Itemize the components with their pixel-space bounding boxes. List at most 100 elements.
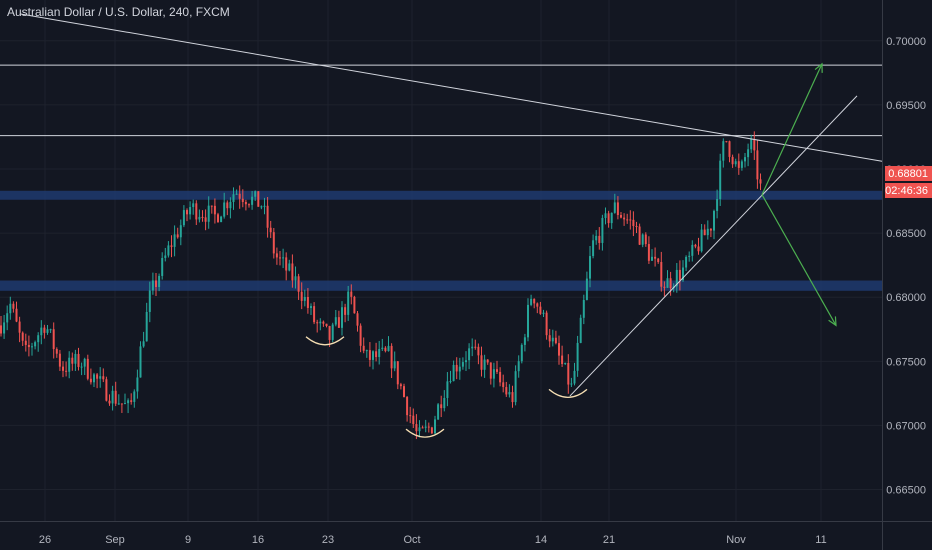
candle-body <box>719 160 722 199</box>
x-tick-label: 16 <box>252 534 264 546</box>
candle-body <box>350 291 353 297</box>
candle-body <box>130 400 133 402</box>
candle-body <box>155 280 157 287</box>
candle-body <box>437 404 440 420</box>
candle-body <box>551 337 554 342</box>
candle-body <box>173 234 176 247</box>
candle-body <box>691 244 694 256</box>
candle-body <box>229 201 232 209</box>
candle-body <box>734 161 737 165</box>
candle-body <box>83 358 86 367</box>
candle-body <box>269 227 272 233</box>
x-tick-label: 11 <box>815 534 826 546</box>
candle-body <box>666 278 669 288</box>
candle-body <box>365 350 368 352</box>
candle-body <box>474 346 477 348</box>
grid <box>0 0 882 521</box>
y-tick-label: 0.68500 <box>886 228 926 240</box>
candle-body <box>747 149 750 158</box>
candle-body <box>523 337 526 345</box>
candle-body <box>306 296 309 308</box>
candle-body <box>502 382 505 388</box>
candle-body <box>195 203 198 220</box>
candle-body <box>77 353 80 367</box>
candle-body <box>111 390 114 404</box>
candle-body <box>353 296 356 314</box>
candle-body <box>347 291 350 315</box>
candle-body <box>685 256 688 268</box>
candle-body <box>99 376 102 379</box>
candle-body <box>344 307 347 315</box>
y-tick-label: 0.70000 <box>886 36 926 48</box>
candle-body <box>477 346 480 356</box>
candle-body <box>220 216 223 223</box>
price-badge-box <box>885 166 932 181</box>
candle-body <box>539 306 542 314</box>
candle-body <box>434 419 436 434</box>
candle-body <box>427 426 430 428</box>
candle-body <box>610 212 613 224</box>
candle-body <box>179 225 182 238</box>
candle-body <box>142 341 145 347</box>
candle-body <box>244 201 247 205</box>
candle-body <box>310 306 312 308</box>
candle-body <box>561 355 564 364</box>
candle-body <box>589 256 591 279</box>
candle-body <box>548 335 551 342</box>
candle-body <box>722 141 725 161</box>
candle-body <box>62 366 64 371</box>
candle-body <box>102 376 105 380</box>
candle-body <box>213 205 216 215</box>
candle-body <box>750 138 753 150</box>
candle-body <box>471 346 474 349</box>
candle-body <box>86 358 89 379</box>
candle-body <box>483 359 486 370</box>
pattern-arc <box>548 388 588 399</box>
candle-body <box>716 198 719 211</box>
candle-body <box>598 235 601 243</box>
y-tick-label: 0.68000 <box>886 292 926 304</box>
candle-body <box>164 255 167 258</box>
y-tick-label: 0.67000 <box>886 420 926 432</box>
candle-body <box>443 397 446 409</box>
candle-body <box>660 262 663 287</box>
candle-body <box>632 219 635 226</box>
candle-body <box>629 219 632 221</box>
candle-body <box>675 269 678 287</box>
candle-body <box>297 276 300 292</box>
candle-body <box>564 362 567 364</box>
candle-body <box>635 225 638 227</box>
candle-body <box>415 424 418 432</box>
candle-body <box>21 332 24 341</box>
candle-body <box>210 205 213 207</box>
candle-body <box>381 347 384 350</box>
candle-body <box>753 138 756 151</box>
candle-body <box>403 386 405 397</box>
candle-body <box>232 194 235 202</box>
candle-body <box>455 364 458 372</box>
candle-body <box>737 161 740 168</box>
candle-body <box>223 202 226 217</box>
candle-body <box>182 210 185 226</box>
x-tick-label: Sep <box>105 534 125 546</box>
support-zone <box>0 190 882 200</box>
candle-body <box>657 258 660 263</box>
candle-body <box>396 361 399 385</box>
candle-body <box>461 362 464 367</box>
candle-body <box>573 370 576 384</box>
candle-body <box>207 205 210 222</box>
candle-body <box>558 343 560 356</box>
candle-body <box>384 347 387 352</box>
candle-body <box>604 213 607 218</box>
candle-body <box>440 404 443 409</box>
candle-body <box>567 362 570 385</box>
candle-body <box>536 303 539 307</box>
candle-body <box>576 342 579 371</box>
candle-body <box>170 245 173 247</box>
candle-body <box>27 344 30 348</box>
candle-body <box>728 141 731 157</box>
candle-body <box>703 229 706 236</box>
candle-body <box>6 313 9 323</box>
candle-body <box>647 244 650 261</box>
